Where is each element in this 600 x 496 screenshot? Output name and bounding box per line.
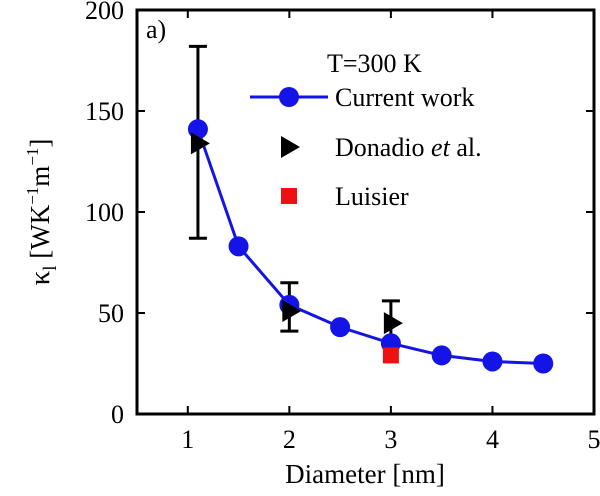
y-axis-subscript: l: [40, 266, 61, 271]
legend-label-donadio-italic: et: [431, 133, 451, 162]
x-tick-label: 1: [181, 425, 194, 454]
series-line-current-work: [196, 128, 544, 365]
y-ticks: 0 50 100 150 200: [85, 0, 594, 429]
legend-marker-current-work: [279, 87, 299, 107]
y-tick-label: 150: [85, 97, 124, 126]
data-point-donadio: [190, 132, 210, 155]
x-ticks: 1 2 3 4 5: [181, 10, 600, 454]
panel-label: a): [146, 15, 166, 44]
y-axis-unit-close: ]: [25, 139, 55, 148]
y-tick-label: 200: [85, 0, 124, 25]
data-point-current-work: [482, 351, 503, 372]
y-axis-unit-open: [WK: [25, 204, 55, 265]
y-tick-label: 0: [111, 400, 124, 429]
y-axis-unit-exp1: −1: [23, 187, 42, 205]
legend-label-donadio: Donadio et al.: [335, 133, 482, 162]
legend-label-donadio-prefix: Donadio: [335, 133, 431, 162]
data-marks: [187, 44, 554, 374]
data-point-current-work: [330, 317, 351, 338]
data-point-donadio: [282, 299, 302, 322]
y-tick-label: 50: [98, 299, 124, 328]
data-point-donadio: [383, 312, 403, 335]
legend-marker-donadio: [281, 136, 300, 158]
y-axis-unit-exp2: −1: [23, 148, 42, 166]
legend-label-donadio-suffix: al.: [450, 133, 482, 162]
x-tick-label: 4: [486, 425, 499, 454]
x-axis-title: Diameter [nm]: [285, 459, 445, 489]
x-tick-label: 3: [384, 425, 397, 454]
legend-marker-luisier: [281, 188, 297, 204]
x-tick-label: 5: [588, 425, 600, 454]
temperature-annotation: T=300 K: [327, 49, 422, 78]
data-point-current-work: [533, 353, 554, 374]
plot-area: 1 2 3 4 5 0 50 100 150 200: [85, 0, 600, 454]
y-axis-unit-mid: m: [25, 166, 55, 187]
y-tick-label: 100: [85, 198, 124, 227]
legend-label-luisier: Luisier: [335, 182, 409, 211]
data-point-current-work: [431, 345, 452, 366]
legend: Current work Donadio et al. Luisier: [250, 83, 482, 211]
y-axis-symbol: κ: [24, 270, 56, 285]
legend-label-current-work: Current work: [335, 83, 474, 112]
data-point-luisier: [382, 347, 399, 364]
x-tick-label: 2: [283, 425, 296, 454]
y-axis-title: κl [WK−1m−1]: [23, 139, 61, 286]
data-point-current-work: [228, 236, 249, 257]
